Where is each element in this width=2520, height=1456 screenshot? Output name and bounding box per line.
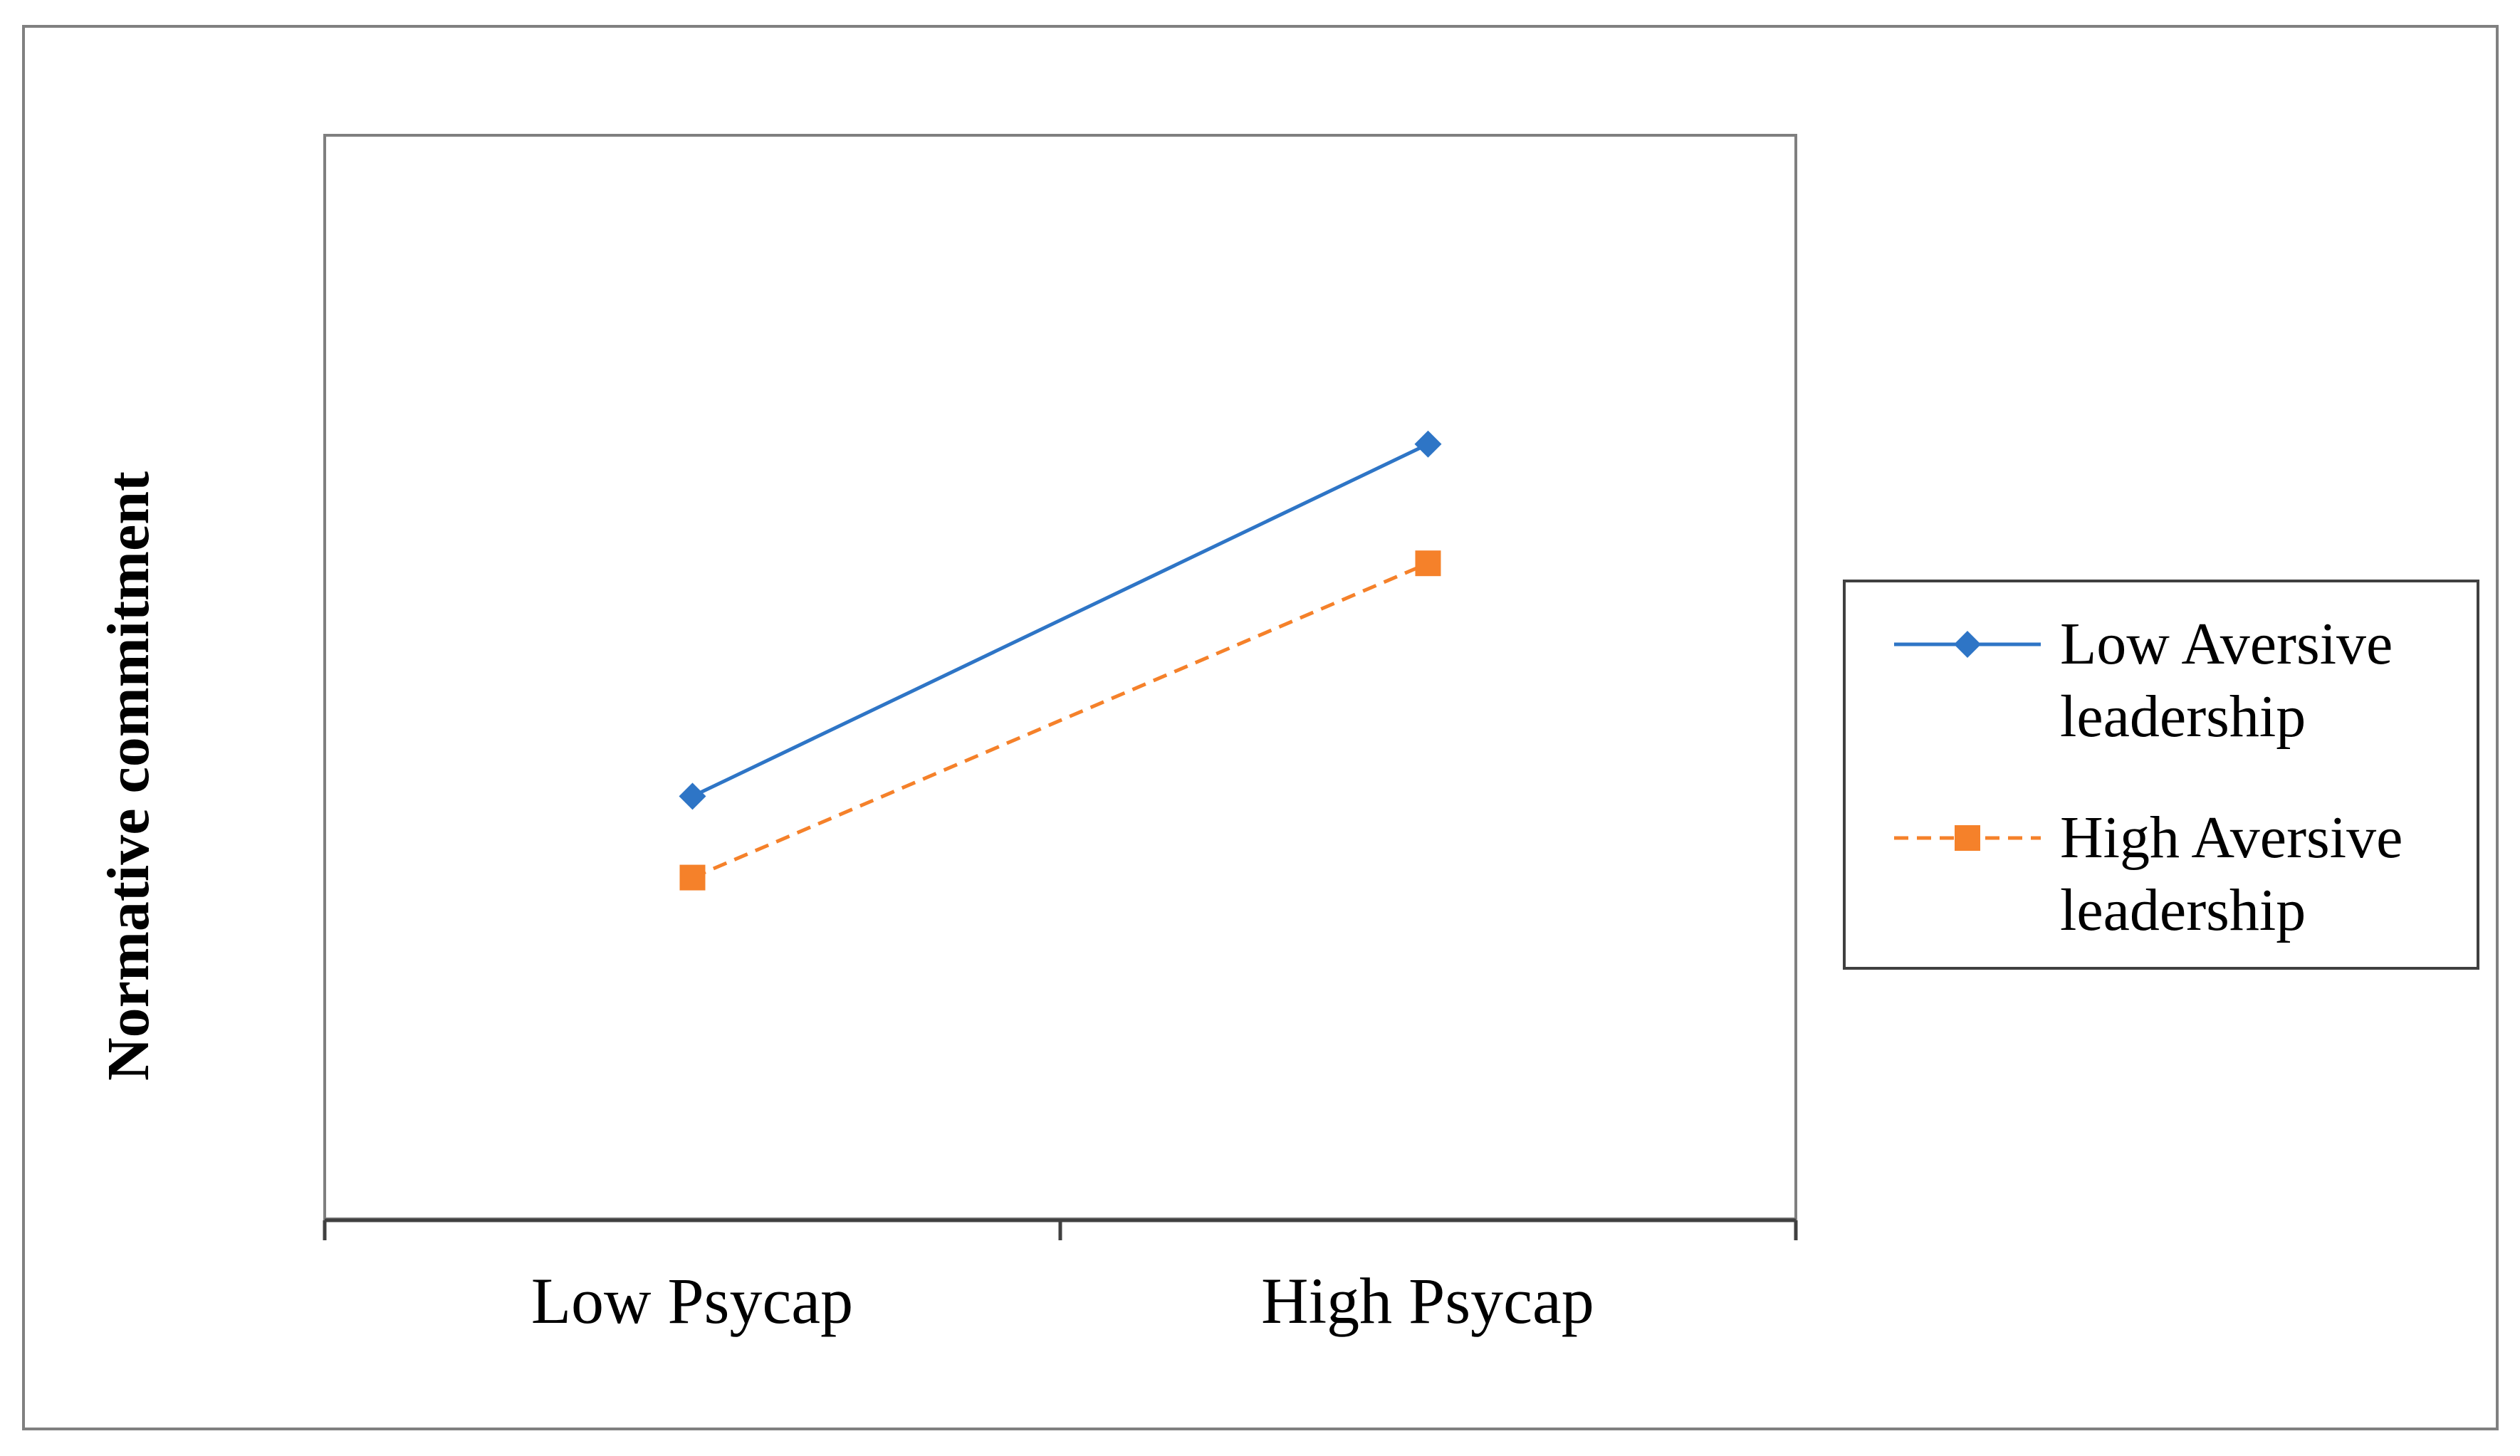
legend-label-high-aversive-line2: leadership — [2060, 877, 2306, 943]
legend-marker-square — [1955, 825, 1980, 851]
point-high-aversive-low-psycap — [679, 864, 706, 891]
x-tick-label-high-psycap: High Psycap — [1261, 1264, 1594, 1337]
x-tick-label-low-psycap: Low Psycap — [531, 1264, 853, 1337]
point-high-aversive-high-psycap — [1415, 550, 1441, 577]
legend-label-high-aversive-line1: High Aversive — [2060, 805, 2403, 871]
y-axis-label: Normative commitment — [95, 471, 162, 1081]
series-low-aversive-line — [691, 442, 1429, 798]
legend-label-low-aversive-line2: leadership — [2060, 684, 2306, 750]
legend: Low Aversive leadership High Aversive le… — [1843, 580, 2479, 970]
legend-label-low-aversive-line1: Low Aversive — [2060, 611, 2393, 677]
series-high-aversive-leadership — [679, 550, 1441, 891]
legend-marker-diamond — [1954, 631, 1981, 658]
point-low-aversive-low-psycap — [679, 782, 706, 810]
series-high-aversive-line — [691, 561, 1429, 879]
plot-area — [323, 134, 1797, 1220]
point-low-aversive-high-psycap — [1414, 430, 1442, 458]
series-low-aversive-leadership — [679, 430, 1442, 810]
